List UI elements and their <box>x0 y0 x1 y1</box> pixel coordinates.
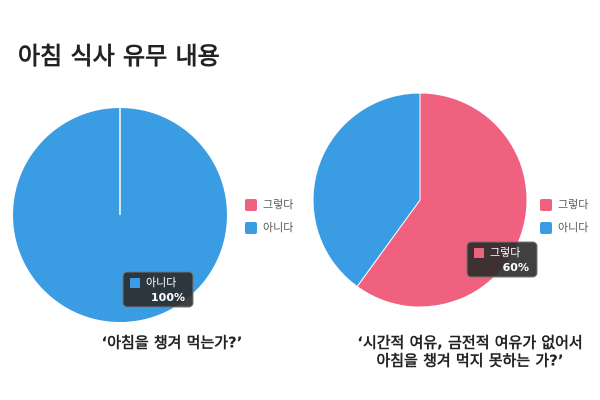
tooltip-box <box>122 271 194 308</box>
tooltip-box <box>466 241 538 278</box>
tooltip-label: 아니다 <box>146 276 176 289</box>
legend-swatch <box>245 199 257 211</box>
legend-swatch <box>245 222 257 234</box>
legend-swatch <box>540 222 552 234</box>
tooltip-swatch <box>130 278 140 288</box>
page-title: 아침 식사 유무 내용 <box>18 42 220 70</box>
tooltip-swatch <box>474 248 484 258</box>
tooltip-label: 그렇다 <box>490 246 520 259</box>
chart-caption: 아침을 챙겨 먹지 못하는 가?’ <box>376 352 563 370</box>
chart-caption: ‘시간적 여유, 금전적 여유가 없어서 <box>357 334 583 352</box>
pie-slice <box>312 92 421 288</box>
legend-label: 아니다 <box>263 221 293 234</box>
chart-caption: ‘아침을 챙겨 먹는가?’ <box>102 334 243 352</box>
legend-label: 아니다 <box>558 221 588 234</box>
tooltip-value: 100% <box>151 291 185 304</box>
legend-swatch <box>540 199 552 211</box>
tooltip-value: 60% <box>503 261 529 274</box>
legend-label: 그렇다 <box>263 198 293 211</box>
legend-label: 그렇다 <box>558 198 588 211</box>
